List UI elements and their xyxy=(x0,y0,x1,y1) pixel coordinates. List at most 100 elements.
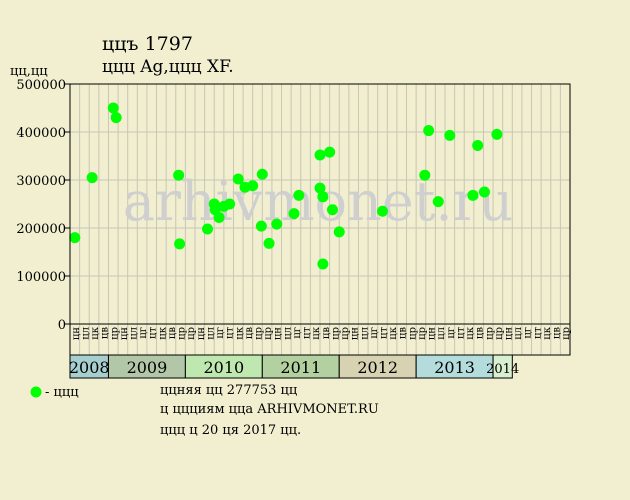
month-label: цн xyxy=(504,327,515,340)
chart-title: ццъ 1797 xyxy=(102,33,193,55)
month-label: цв xyxy=(244,327,255,339)
month-label: цк xyxy=(90,326,101,339)
month-label: цк xyxy=(465,326,476,339)
data-point xyxy=(110,112,122,124)
data-point xyxy=(314,149,326,161)
month-label: цг xyxy=(292,327,303,339)
month-label: цн xyxy=(350,327,361,340)
month-label: цр xyxy=(407,327,418,340)
month-label: цл xyxy=(359,327,370,340)
y-tick-label: 500000 xyxy=(16,78,66,93)
month-label: цр xyxy=(494,327,505,340)
year-label: 2009 xyxy=(127,358,168,377)
data-point xyxy=(293,189,305,201)
data-point xyxy=(317,191,329,203)
year-label: 2008 xyxy=(69,358,110,377)
month-label: цр xyxy=(177,327,188,340)
month-label: цн xyxy=(196,327,207,340)
month-label: цр xyxy=(340,327,351,340)
month-label: цл xyxy=(129,327,140,340)
year-label: 2014 xyxy=(486,362,519,377)
year-label: 2011 xyxy=(280,358,321,377)
month-label: цл xyxy=(80,327,91,340)
month-label: цк xyxy=(542,326,553,339)
data-point xyxy=(224,198,236,210)
month-label: цл xyxy=(205,327,216,340)
data-point xyxy=(317,258,329,270)
month-label: цр xyxy=(254,327,265,340)
month-label: цт xyxy=(532,327,543,339)
legend-label: - ццц xyxy=(45,385,79,400)
y-tick-label: 300000 xyxy=(16,174,66,189)
month-label: цв xyxy=(552,327,563,339)
month-label: цл xyxy=(282,327,293,340)
month-label: цг xyxy=(369,327,380,339)
data-point xyxy=(419,169,431,181)
month-label: цр xyxy=(561,327,572,340)
month-label: цн xyxy=(119,327,130,340)
month-label: цв xyxy=(321,327,332,339)
year-label: 2012 xyxy=(357,358,398,377)
month-label: цг xyxy=(446,327,457,339)
data-point xyxy=(213,211,225,223)
month-label: цк xyxy=(234,326,245,339)
month-label: цн xyxy=(427,327,438,340)
month-label: цк xyxy=(157,326,168,339)
month-label: цр xyxy=(263,327,274,340)
data-point xyxy=(314,182,326,194)
data-point xyxy=(478,186,490,198)
month-label: цг xyxy=(138,327,149,339)
month-label: цр xyxy=(417,327,428,340)
month-label: цв xyxy=(475,327,486,339)
month-label: цв xyxy=(100,327,111,339)
month-label: цт xyxy=(148,327,159,339)
y-tick-label: 0 xyxy=(58,318,66,333)
month-label: цв xyxy=(398,327,409,339)
month-label: цн xyxy=(71,327,82,340)
data-point xyxy=(232,173,244,185)
average-price-note: ццняя цц 277753 цц xyxy=(160,383,298,398)
month-label: цр xyxy=(484,327,495,340)
month-label: цг xyxy=(523,327,534,339)
legend-marker xyxy=(30,386,42,398)
data-point xyxy=(327,204,338,216)
month-label: цн xyxy=(273,327,284,340)
month-label: цт xyxy=(225,327,236,339)
data-point xyxy=(256,168,268,180)
month-label: цв xyxy=(167,327,178,339)
data-point xyxy=(263,237,275,249)
data-point xyxy=(377,205,388,217)
month-label: цт xyxy=(302,327,313,339)
month-label: цр xyxy=(330,327,341,340)
data-point xyxy=(202,223,213,235)
month-label: цг xyxy=(215,327,226,339)
data-point xyxy=(86,172,98,184)
data-point xyxy=(324,146,336,158)
y-axis-unit-label: цц,цц xyxy=(10,64,48,79)
data-point xyxy=(423,125,435,137)
month-label: цр xyxy=(109,327,120,340)
month-label: цл xyxy=(436,327,447,340)
year-label: 2013 xyxy=(434,358,475,377)
month-label: цт xyxy=(455,327,466,339)
data-point xyxy=(432,196,444,208)
month-label: цл xyxy=(513,327,524,340)
data-point xyxy=(255,220,267,232)
data-point xyxy=(444,129,456,141)
chart-subtitle: ццц Ag,ццц XF. xyxy=(102,57,234,77)
date-note: ццц ц 20 ця 2017 цц. xyxy=(160,423,302,438)
data-point xyxy=(247,180,259,192)
source-note: ц ццциям цца ARHIVMONET.RU xyxy=(160,402,379,417)
watermark: arhivmonet.ru xyxy=(123,170,513,233)
year-label: 2010 xyxy=(203,358,244,377)
month-label: цр xyxy=(186,327,197,340)
y-tick-label: 400000 xyxy=(16,126,66,141)
data-point xyxy=(173,169,185,181)
data-point xyxy=(174,238,186,250)
month-label: цк xyxy=(388,326,399,339)
data-point xyxy=(107,102,119,114)
month-label: цт xyxy=(379,327,390,339)
data-point xyxy=(271,218,283,230)
y-tick-label: 200000 xyxy=(16,222,66,237)
